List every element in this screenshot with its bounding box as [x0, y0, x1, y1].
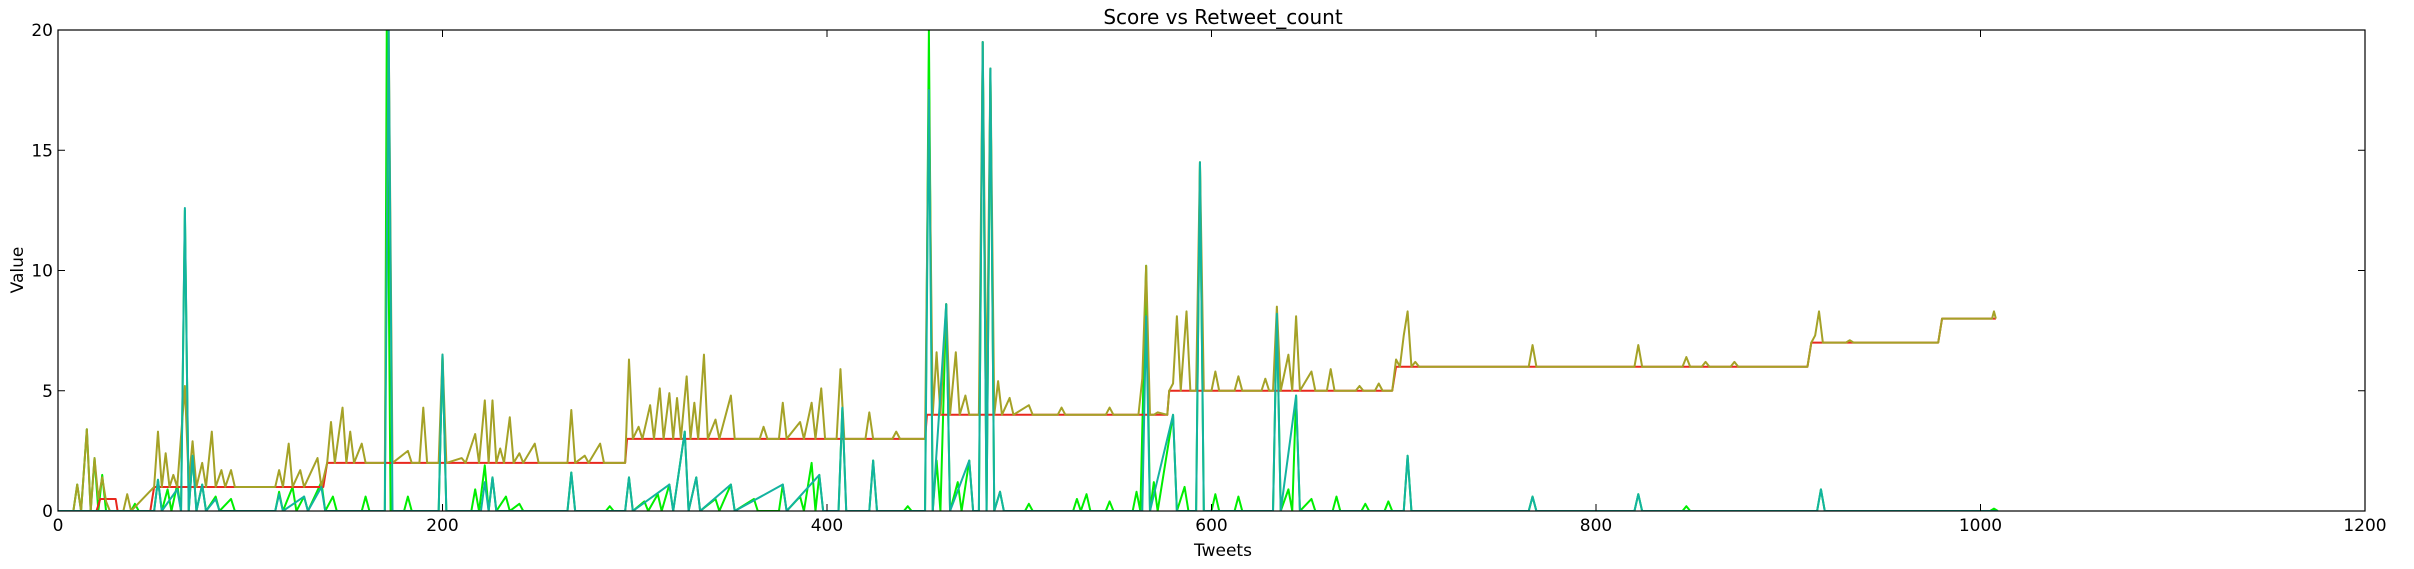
chart-title: Score vs Retweet_count: [1103, 5, 1343, 29]
y-axis-label: Value: [8, 247, 28, 294]
y-tick-label: 20: [31, 21, 53, 41]
x-axis-label: Tweets: [1193, 541, 1252, 561]
y-axis-ticks: 0 5 10 15 20: [31, 21, 2365, 522]
series-layer: [58, 30, 1999, 511]
x-axis-ticks: 0 200 400 600 800 1000 1200: [53, 30, 2387, 536]
y-tick-label: 15: [31, 141, 53, 161]
y-tick-label: 5: [42, 382, 53, 402]
x-tick-label: 1200: [2343, 516, 2386, 536]
series-line-3: [58, 30, 1997, 511]
x-tick-label: 400: [811, 516, 843, 536]
x-tick-label: 200: [426, 516, 458, 536]
x-tick-label: 600: [1195, 516, 1227, 536]
series-line-4: [58, 30, 1998, 511]
y-tick-label: 10: [31, 262, 53, 282]
x-tick-label: 800: [1580, 516, 1612, 536]
x-tick-label: 1000: [1959, 516, 2002, 536]
x-tick-label: 0: [53, 516, 64, 536]
y-tick-label: 0: [42, 502, 53, 522]
